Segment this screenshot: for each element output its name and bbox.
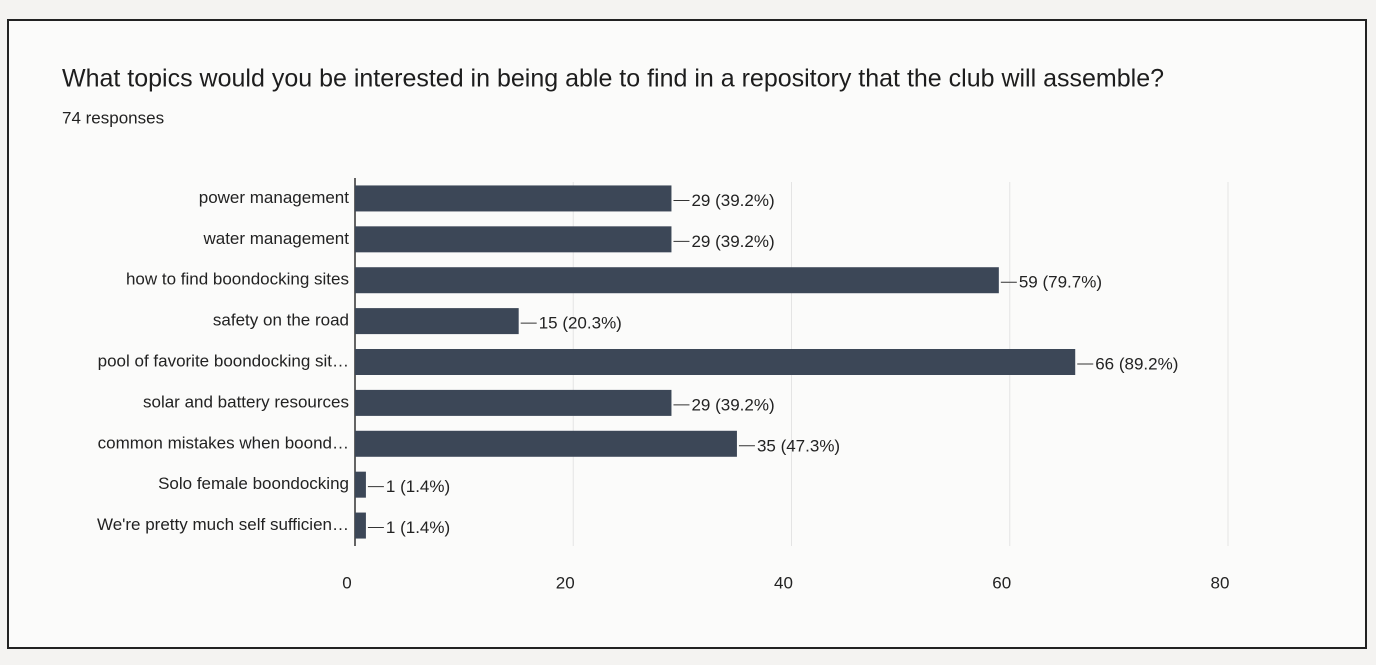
x-tick-label: 40 xyxy=(774,573,793,592)
bar xyxy=(355,308,519,335)
chart-title: What topics would you be interested in b… xyxy=(62,65,1164,93)
bar xyxy=(355,389,672,416)
chart-subtitle: 74 responses xyxy=(62,108,164,127)
x-tick-label: 60 xyxy=(992,573,1011,592)
value-label: 15 (20.3%) xyxy=(539,314,622,333)
bar xyxy=(355,512,366,539)
value-label: 29 (39.2%) xyxy=(691,395,774,414)
value-label: 1 (1.4%) xyxy=(386,477,450,496)
y-tick-label: solar and battery resources xyxy=(143,392,349,411)
y-tick-label: water management xyxy=(202,229,349,248)
value-label: 29 (39.2%) xyxy=(691,191,774,210)
bar xyxy=(355,471,366,498)
bar xyxy=(355,349,1076,375)
y-tick-label: pool of favorite boondocking sit… xyxy=(98,351,349,370)
bar xyxy=(355,185,672,212)
value-label: 29 (39.2%) xyxy=(691,232,774,251)
y-tick-label: power management xyxy=(199,188,350,207)
value-label: 35 (47.3%) xyxy=(757,436,840,455)
bar xyxy=(355,267,999,294)
y-tick-label: common mistakes when boond… xyxy=(98,433,349,452)
y-tick-label: Solo female boondocking xyxy=(158,474,349,493)
y-tick-label: We're pretty much self sufficien… xyxy=(97,515,349,534)
frame xyxy=(7,19,1367,649)
x-tick-label: 80 xyxy=(1211,573,1230,592)
y-tick-label: safety on the road xyxy=(213,311,349,330)
x-tick-label: 0 xyxy=(342,573,351,592)
value-label: 59 (79.7%) xyxy=(1019,273,1102,292)
bar xyxy=(355,430,737,457)
y-tick-label: how to find boondocking sites xyxy=(126,270,349,289)
bar xyxy=(355,226,672,253)
x-tick-label: 20 xyxy=(556,573,575,592)
value-label: 1 (1.4%) xyxy=(386,518,450,537)
value-label: 66 (89.2%) xyxy=(1095,354,1178,373)
